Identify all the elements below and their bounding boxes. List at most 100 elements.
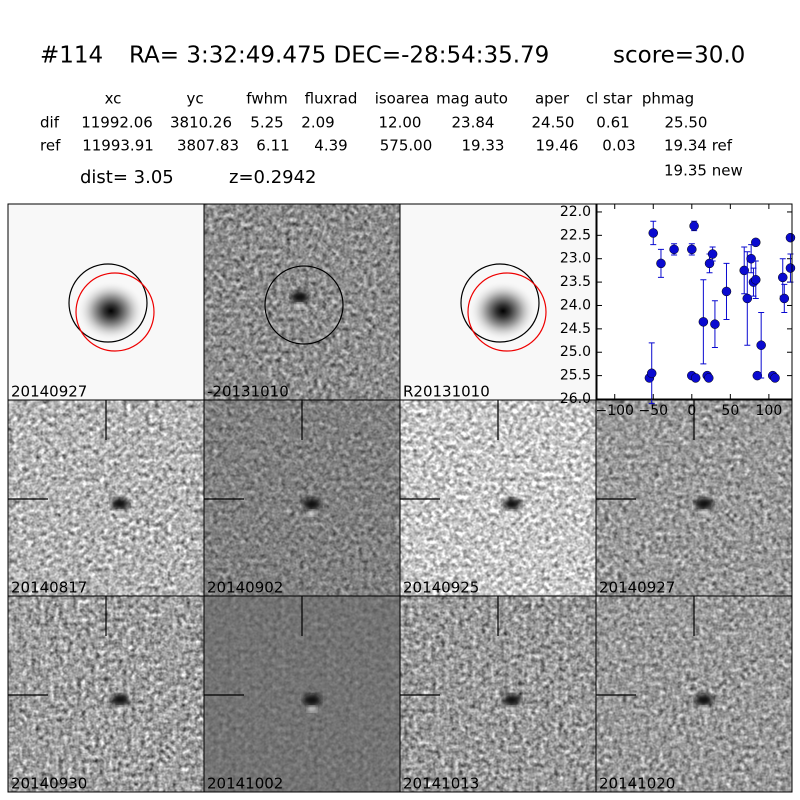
residual-dark xyxy=(291,291,309,303)
aperture xyxy=(264,265,344,345)
residual-light xyxy=(699,706,709,712)
stamp-label: 20140927 xyxy=(599,579,675,597)
stamp xyxy=(204,596,400,792)
stamp-label: 20140925 xyxy=(403,579,479,597)
stamp xyxy=(400,596,596,792)
stamp xyxy=(8,400,204,596)
stamp-label: 20140817 xyxy=(11,579,87,597)
stamp xyxy=(400,400,596,596)
y-tick-label: 23.5 xyxy=(560,274,591,290)
residual-light xyxy=(295,303,305,309)
stamp xyxy=(400,204,596,400)
point xyxy=(770,373,780,383)
y-tick-label: 22.0 xyxy=(560,204,591,220)
stamp-label: 20141013 xyxy=(403,775,479,793)
residual-light xyxy=(699,510,709,516)
point xyxy=(669,244,679,255)
plot-area xyxy=(597,204,792,399)
point xyxy=(752,370,763,381)
y-tick-label: 26.0 xyxy=(560,391,591,407)
point xyxy=(710,319,720,329)
point xyxy=(746,253,756,264)
point xyxy=(648,228,659,238)
stamp-label: 20140930 xyxy=(11,775,87,793)
point xyxy=(785,232,796,243)
stamps: 20140927 -20131010 R20131010 20140817 201409… xyxy=(7,203,793,793)
redshift: z=0.2942 xyxy=(229,167,317,188)
table-cell: 25.50 xyxy=(665,114,708,132)
point xyxy=(704,373,714,383)
x-tick-label: 100 xyxy=(756,403,783,419)
table-cell: 11992.06 xyxy=(81,114,153,132)
column-header: fluxrad xyxy=(305,90,358,108)
point xyxy=(656,258,666,269)
stamp-label: 20141002 xyxy=(207,775,283,793)
y-tick-label: 24.0 xyxy=(560,297,591,313)
table-cell: 575.00 xyxy=(380,137,433,155)
stamp xyxy=(596,596,792,792)
residual-dark xyxy=(695,694,713,706)
coordinates: RA= 3:32:49.475 DEC=-28:54:35.79 xyxy=(129,43,549,69)
aperture xyxy=(460,263,540,343)
column-header: cl star xyxy=(586,90,633,108)
stamp-frame xyxy=(595,595,793,793)
table-cell: 0.61 xyxy=(596,114,629,132)
row-label: dif xyxy=(40,114,60,132)
point xyxy=(698,317,709,327)
residual-dark xyxy=(111,694,129,706)
plot-frame xyxy=(596,203,793,400)
stamp-label: 20140927 xyxy=(11,383,87,401)
table-cell: 24.50 xyxy=(532,114,575,132)
new-phmag: 19.35 new xyxy=(664,162,743,180)
stamp xyxy=(8,204,204,400)
stamp xyxy=(204,204,400,400)
stamp-label: R20131010 xyxy=(403,383,490,401)
stamp xyxy=(8,596,204,792)
column-header: fwhm xyxy=(246,90,287,108)
stamp-label: 20141020 xyxy=(599,775,675,793)
table-cell: 4.39 xyxy=(314,137,347,155)
galaxy xyxy=(469,281,537,341)
residual-dark xyxy=(303,498,321,510)
point xyxy=(779,293,790,304)
stamp xyxy=(596,400,792,596)
lightcurve: 22.0 22.5 23.0 23.5 24.0 24.5 25.0 25.5 26.0 −100… xyxy=(560,203,796,419)
candidate-id: #114 xyxy=(40,43,103,69)
point xyxy=(751,237,761,248)
column-header: yc xyxy=(186,90,203,108)
point xyxy=(739,265,749,276)
point xyxy=(742,293,753,304)
table-cell: 3810.26 xyxy=(170,114,232,132)
score: score=30.0 xyxy=(613,43,745,69)
point xyxy=(778,272,788,283)
column-header: phmag xyxy=(642,90,694,108)
table-cell: 2.09 xyxy=(301,114,334,132)
residual-dark xyxy=(303,694,321,706)
x-tick-label: −50 xyxy=(638,403,668,419)
point xyxy=(721,286,732,297)
point xyxy=(751,275,761,285)
point xyxy=(707,249,718,259)
y-tick-label: 25.0 xyxy=(560,344,591,360)
distance: dist= 3.05 xyxy=(80,167,174,188)
x-tick-label: 50 xyxy=(721,403,739,419)
table-cell: 23.84 xyxy=(452,114,495,132)
table-cell: 12.00 xyxy=(379,114,422,132)
aperture-ref xyxy=(467,272,547,352)
galaxy xyxy=(77,281,145,341)
y-tick-label: 24.5 xyxy=(560,321,591,337)
table-cell: 5.25 xyxy=(250,114,283,132)
residual-light xyxy=(507,510,517,516)
x-tick-label: −100 xyxy=(596,403,634,419)
residual-dark xyxy=(111,498,129,510)
table-cell: 19.46 xyxy=(536,137,579,155)
residual-light xyxy=(307,706,317,712)
x-tick-label: 0 xyxy=(687,403,696,419)
table-cell: 6.11 xyxy=(256,137,289,155)
point xyxy=(690,373,701,383)
residual-light xyxy=(115,510,125,516)
residual-dark xyxy=(503,498,521,510)
table-cell: 0.03 xyxy=(602,137,635,155)
